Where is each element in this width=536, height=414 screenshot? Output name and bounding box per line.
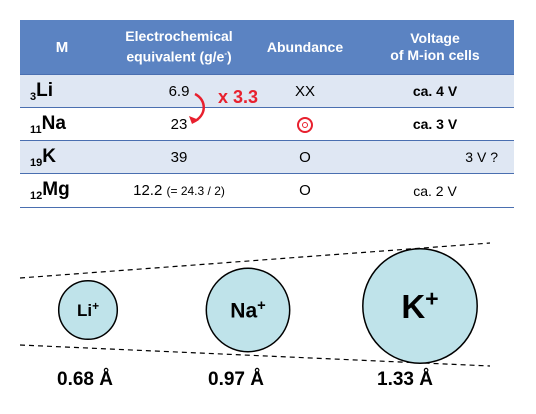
ion-na-circle bbox=[205, 267, 291, 353]
abundance-cell: O bbox=[254, 173, 356, 208]
na-radius-label: 0.97 Å bbox=[208, 369, 264, 390]
ion-size-diagram: Li+ Na+ K+ bbox=[19, 242, 491, 367]
table-row: 19K 39 O 3 V ? bbox=[20, 140, 514, 174]
voltage-cell: 3 V ? bbox=[356, 140, 514, 174]
abundance-cell bbox=[254, 107, 356, 141]
equivalent-cell: 39 bbox=[104, 140, 254, 174]
ion-k-circle bbox=[362, 248, 478, 364]
table-row: 11Na 23 ca. 3 V bbox=[20, 107, 514, 141]
equivalent-cell: 12.2 (= 24.3 / 2) bbox=[104, 173, 254, 208]
element-cell: 19K bbox=[20, 140, 104, 174]
lower-dashed-line bbox=[19, 344, 491, 367]
ion-li-circle bbox=[57, 279, 119, 341]
ion-na-label: Na+ bbox=[230, 298, 265, 322]
voltage-cell: ca. 3 V bbox=[356, 107, 514, 141]
abundance-cell: O bbox=[254, 140, 356, 174]
curved-arrow-icon bbox=[189, 92, 205, 124]
ion-li-label: Li+ bbox=[77, 299, 99, 320]
k-radius-label: 1.33 Å bbox=[377, 369, 433, 390]
voltage-cell: ca. 4 V bbox=[356, 74, 514, 108]
abundance-cell: XX bbox=[254, 74, 356, 108]
header-electrochemical-equivalent: Electrochemical equivalent (g/e-) bbox=[104, 20, 254, 75]
voltage-cell: ca. 2 V bbox=[356, 173, 514, 208]
table-header-row: M Electrochemical equivalent (g/e-) Abun… bbox=[20, 20, 514, 75]
table-row: 12Mg 12.2 (= 24.3 / 2) O ca. 2 V bbox=[20, 173, 514, 208]
header-metal: M bbox=[20, 20, 104, 75]
upper-dashed-line bbox=[19, 242, 491, 279]
equivalent-cell: 6.9 bbox=[104, 74, 254, 108]
element-cell: 12Mg bbox=[20, 173, 104, 208]
ion-k-label: K+ bbox=[401, 285, 438, 325]
header-abundance: Abundance bbox=[254, 20, 356, 75]
element-cell: 3Li bbox=[20, 74, 104, 108]
li-radius-label: 0.68 Å bbox=[57, 369, 113, 390]
ratio-label: x 3.3 bbox=[218, 87, 259, 107]
equivalent-cell: 23 bbox=[104, 107, 254, 141]
element-cell: 11Na bbox=[20, 107, 104, 141]
header-voltage: Voltage of M-ion cells bbox=[356, 20, 514, 75]
double-circle-icon bbox=[297, 116, 313, 133]
comparison-table: M Electrochemical equivalent (g/e-) Abun… bbox=[20, 20, 514, 208]
table-row: 3Li 6.9 XX ca. 4 V bbox=[20, 74, 514, 108]
